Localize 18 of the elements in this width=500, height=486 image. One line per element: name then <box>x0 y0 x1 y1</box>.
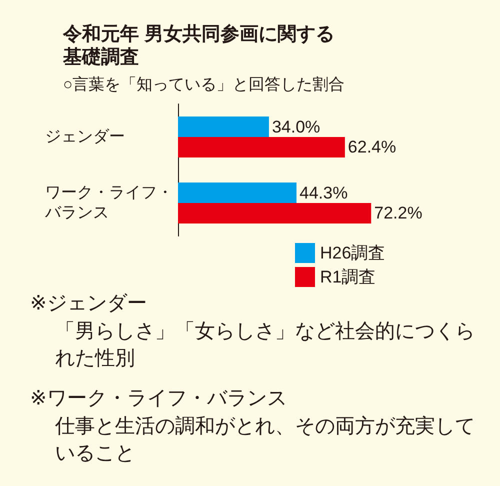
data-label: 62.4% <box>348 138 396 157</box>
data-label: 44.3% <box>300 183 348 202</box>
bar <box>178 116 269 137</box>
data-label: 72.2% <box>374 204 422 223</box>
chart-title: 令和元年 男女共同参画に関する基礎調査 <box>62 23 334 68</box>
bar <box>178 137 345 158</box>
bar <box>178 203 372 224</box>
y-tick-label: ワーク・ライフ・バランス <box>44 184 173 222</box>
legend-label: H26調査 <box>320 244 386 262</box>
bar <box>178 182 297 203</box>
data-label: 34.0% <box>272 117 320 136</box>
text: 「男らしさ」「女らしさ」など社会的につくられた性別 <box>55 320 475 370</box>
text: ※ジェンダー <box>30 292 147 314</box>
text: ※ワーク・ライフ・バランス <box>30 388 287 410</box>
y-tick-label: ジェンダー <box>45 128 125 146</box>
chart-subtitle: ○言葉を「知っている」と回答した割合 <box>63 76 345 94</box>
text: 仕事と生活の調和がとれ、その両方が充実していること <box>54 414 475 464</box>
legend-label: R1調査 <box>320 268 376 286</box>
